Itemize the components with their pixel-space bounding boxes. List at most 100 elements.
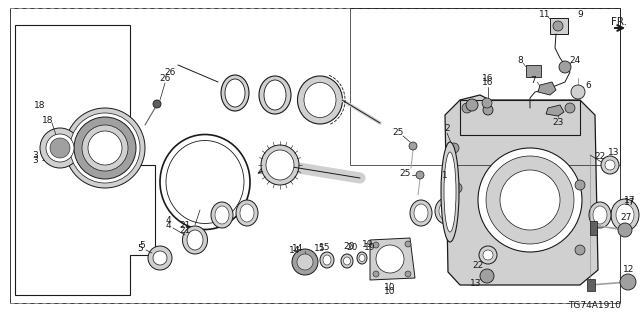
Circle shape — [500, 170, 560, 230]
Circle shape — [148, 246, 172, 270]
Ellipse shape — [215, 206, 229, 224]
Text: 3: 3 — [32, 150, 38, 159]
Circle shape — [620, 274, 636, 290]
Ellipse shape — [88, 131, 122, 165]
Text: 16: 16 — [483, 77, 493, 86]
Text: 10: 10 — [384, 287, 396, 297]
Circle shape — [40, 128, 80, 168]
Text: 23: 23 — [552, 117, 564, 126]
Text: 2: 2 — [444, 124, 450, 132]
Circle shape — [575, 180, 585, 190]
Circle shape — [478, 148, 582, 252]
Circle shape — [376, 245, 404, 273]
Circle shape — [153, 251, 167, 265]
Ellipse shape — [414, 204, 428, 222]
Text: 4: 4 — [165, 215, 171, 225]
Bar — [460, 100, 580, 135]
Text: 17: 17 — [624, 196, 636, 204]
Text: 27: 27 — [620, 212, 632, 221]
Text: 12: 12 — [623, 266, 635, 275]
Text: 20: 20 — [346, 243, 358, 252]
Ellipse shape — [304, 83, 336, 117]
Text: 21: 21 — [179, 220, 191, 229]
Ellipse shape — [593, 206, 607, 224]
Circle shape — [559, 61, 571, 73]
Text: 13: 13 — [608, 148, 620, 156]
Ellipse shape — [341, 254, 353, 268]
Text: FR.: FR. — [611, 17, 627, 27]
Ellipse shape — [616, 204, 634, 226]
Circle shape — [373, 242, 379, 248]
Text: 4: 4 — [165, 220, 171, 229]
Ellipse shape — [259, 76, 291, 114]
Ellipse shape — [182, 226, 207, 254]
Circle shape — [46, 134, 74, 162]
Ellipse shape — [211, 202, 233, 228]
Text: 18: 18 — [35, 100, 45, 109]
Ellipse shape — [410, 200, 432, 226]
Text: 18: 18 — [42, 116, 54, 124]
Circle shape — [553, 21, 563, 31]
Circle shape — [373, 271, 379, 277]
Circle shape — [480, 269, 494, 283]
Ellipse shape — [444, 152, 456, 232]
Ellipse shape — [298, 76, 342, 124]
Circle shape — [297, 254, 313, 270]
Polygon shape — [370, 238, 415, 280]
Ellipse shape — [344, 257, 351, 265]
Ellipse shape — [70, 113, 140, 183]
Circle shape — [486, 156, 574, 244]
Circle shape — [292, 249, 318, 275]
Text: 15: 15 — [319, 243, 331, 252]
Text: 11: 11 — [540, 10, 551, 19]
Circle shape — [605, 160, 615, 170]
Ellipse shape — [323, 255, 331, 265]
Ellipse shape — [264, 80, 286, 110]
Circle shape — [483, 105, 493, 115]
Bar — [526, 65, 541, 77]
Ellipse shape — [266, 150, 294, 180]
Text: 16: 16 — [483, 74, 493, 83]
Ellipse shape — [357, 252, 367, 264]
Text: 14: 14 — [289, 245, 301, 254]
Ellipse shape — [359, 254, 365, 261]
Ellipse shape — [221, 75, 249, 111]
Bar — [550, 18, 568, 34]
Circle shape — [482, 98, 492, 108]
Text: 25: 25 — [392, 127, 404, 137]
Text: 8: 8 — [517, 55, 523, 65]
Text: 22: 22 — [595, 151, 605, 161]
Text: 1: 1 — [442, 171, 448, 180]
Text: 5: 5 — [137, 244, 143, 252]
Text: 9: 9 — [577, 10, 583, 19]
Polygon shape — [445, 95, 598, 285]
Text: 15: 15 — [314, 244, 326, 252]
Circle shape — [575, 245, 585, 255]
Circle shape — [618, 223, 632, 237]
Text: TG74A1910: TG74A1910 — [568, 300, 621, 309]
Ellipse shape — [240, 204, 254, 222]
Text: 19: 19 — [364, 243, 376, 252]
Circle shape — [462, 103, 472, 113]
Text: 5: 5 — [139, 241, 145, 250]
Text: 24: 24 — [570, 55, 580, 65]
Text: 10: 10 — [384, 284, 396, 292]
Circle shape — [452, 183, 462, 193]
Circle shape — [409, 142, 417, 150]
Ellipse shape — [261, 145, 299, 185]
Text: 14: 14 — [292, 244, 304, 252]
Bar — [590, 221, 597, 235]
Text: 25: 25 — [399, 169, 411, 178]
Text: 17: 17 — [624, 197, 636, 206]
Circle shape — [565, 103, 575, 113]
Text: 26: 26 — [164, 68, 176, 76]
Bar — [587, 279, 595, 291]
Ellipse shape — [65, 108, 145, 188]
Ellipse shape — [225, 79, 245, 107]
Text: 21: 21 — [179, 226, 191, 235]
Circle shape — [416, 171, 424, 179]
Text: 19: 19 — [362, 239, 374, 249]
Circle shape — [601, 156, 619, 174]
Circle shape — [153, 100, 161, 108]
Text: 26: 26 — [159, 74, 171, 83]
